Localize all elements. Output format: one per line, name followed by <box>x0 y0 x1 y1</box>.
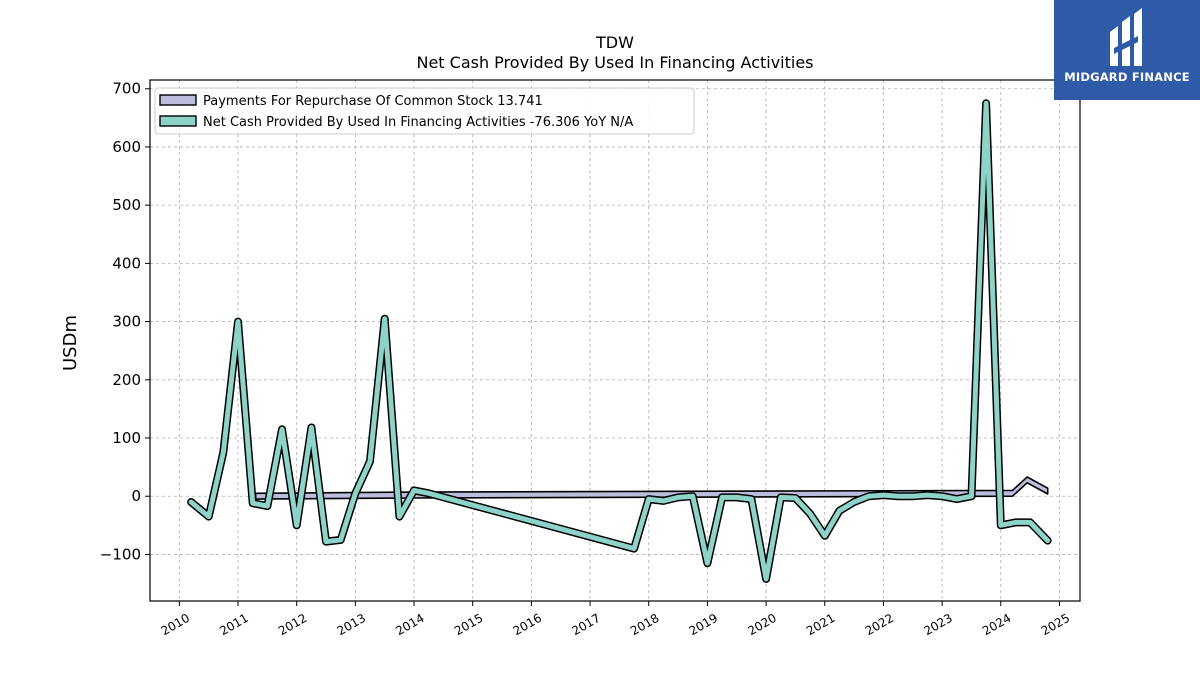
legend-label-financing: Net Cash Provided By Used In Financing A… <box>203 115 633 130</box>
legend-swatch-repurchase <box>159 94 197 106</box>
x-tick-label: 2021 <box>804 611 837 638</box>
y-tick-label: 400 <box>112 254 141 272</box>
financing-line <box>188 100 1051 582</box>
x-tick-label: 2014 <box>393 611 426 638</box>
x-tick-label: 2015 <box>452 611 485 638</box>
x-tick-label: 2018 <box>628 611 661 638</box>
x-tick-label: 2023 <box>921 611 954 638</box>
x-tick-label: 2019 <box>687 611 720 638</box>
legend-box <box>154 87 695 135</box>
repurchase-area-layer <box>254 476 1049 500</box>
x-tick-label: 2022 <box>863 611 896 638</box>
y-tick-label: 300 <box>112 313 141 331</box>
chart-title: TDW <box>595 33 634 52</box>
y-tick-label: −100 <box>100 545 141 563</box>
x-tick-label: 2020 <box>745 611 778 638</box>
x-tick-label: 2017 <box>569 611 602 638</box>
y-tick-label: 200 <box>112 371 141 389</box>
legend-label-repurchase: Payments For Repurchase Of Common Stock … <box>203 94 543 109</box>
x-tick-label: 2012 <box>276 611 309 638</box>
x-tick-label: 2010 <box>159 611 192 638</box>
x-tick-label: 2024 <box>980 611 1013 638</box>
y-axis-label: USDm <box>60 315 81 371</box>
midgard-logo-icon <box>1110 8 1142 66</box>
legend-swatch-financing <box>159 115 197 127</box>
y-tick-label: 0 <box>131 487 141 505</box>
y-tick-label: 600 <box>112 138 141 156</box>
repurchase-area <box>254 476 1049 500</box>
plot-frame <box>149 79 1081 602</box>
x-tick-label: 2025 <box>1039 611 1072 638</box>
brand-name: MIDGARD FINANCE <box>1064 70 1190 84</box>
x-tick-label: 2016 <box>511 611 544 638</box>
grid <box>150 80 1080 601</box>
x-tick-label: 2011 <box>217 611 250 638</box>
y-axis-ticks: −100 0 100 200 300 400 500 600 700 <box>100 80 150 563</box>
brand-logo: MIDGARD FINANCE <box>1054 0 1200 100</box>
x-axis-ticks: 2010 2011 2012 2013 2014 2015 2016 2017 2018 2019… <box>159 601 1072 638</box>
y-tick-label: 500 <box>112 196 141 214</box>
x-tick-label: 2013 <box>335 611 368 638</box>
y-tick-label: 100 <box>112 429 141 447</box>
legend: Payments For Repurchase Of Common Stock … <box>154 87 695 135</box>
financing-line-layer <box>187 99 1052 583</box>
chart-subtitle: Net Cash Provided By Used In Financing A… <box>416 53 813 72</box>
y-tick-label: 700 <box>112 80 141 98</box>
